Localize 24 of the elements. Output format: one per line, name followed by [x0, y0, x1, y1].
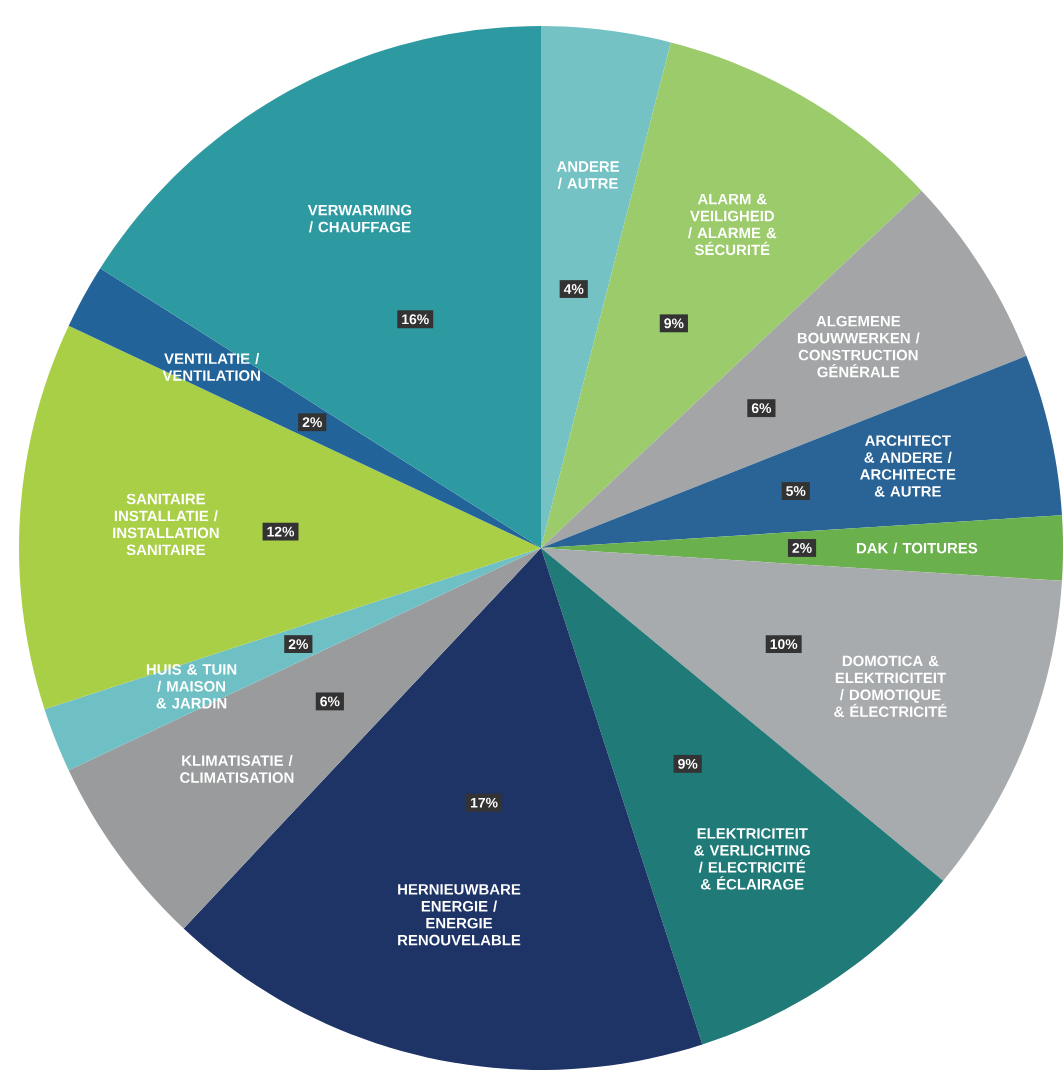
data-label: 2% [302, 417, 322, 428]
slice-label: VERWARMING / CHAUFFAGE [307, 204, 412, 233]
data-label: 6% [320, 696, 340, 707]
slice-label: HERNIEUWBARE ENERGIE / ENERGIE RENOUVELABLE [398, 884, 521, 946]
slice-label: DAK / TOITURES [856, 542, 978, 554]
slice-label: ARCHITECT & ANDERE / ARCHITECTE & AUTRE [860, 435, 956, 497]
data-label: 9% [678, 758, 698, 769]
data-label: 12% [267, 526, 295, 537]
data-label: 2% [792, 543, 812, 553]
slice-label: ALARM & VEILIGHEID / ALARME & SÉCURITÉ [688, 193, 777, 256]
data-label: 9% [664, 318, 684, 329]
data-label: 6% [751, 403, 772, 414]
slice-label: ALGEMENE BOUWWERKEN / CONSTRUCTION GÉNÉRALE [797, 315, 920, 378]
data-label: 4% [563, 284, 584, 294]
data-label: 2% [288, 639, 309, 650]
slice-label: ANDERE / AUTRE [556, 161, 620, 189]
slice-label: ELEKTRICITEIT & VERLICHTING / ELECTRICITÉ & ÉCLAIRAGE [694, 828, 810, 890]
data-label: 10% [770, 639, 798, 650]
data-label: 5% [786, 486, 806, 496]
data-label: 17% [470, 797, 498, 808]
slice-label: SANITAIRE INSTALLATIE / INSTALLATION SANITAIRE [113, 493, 219, 556]
slice-label: KLIMATISATIE / CLIMATISATION [180, 754, 294, 783]
data-label: 16% [402, 314, 429, 325]
slice-label: DOMOTICA & ELEKTRICITEIT / DOMOTIQUE & ÉLECTRICITÉ [834, 655, 947, 718]
